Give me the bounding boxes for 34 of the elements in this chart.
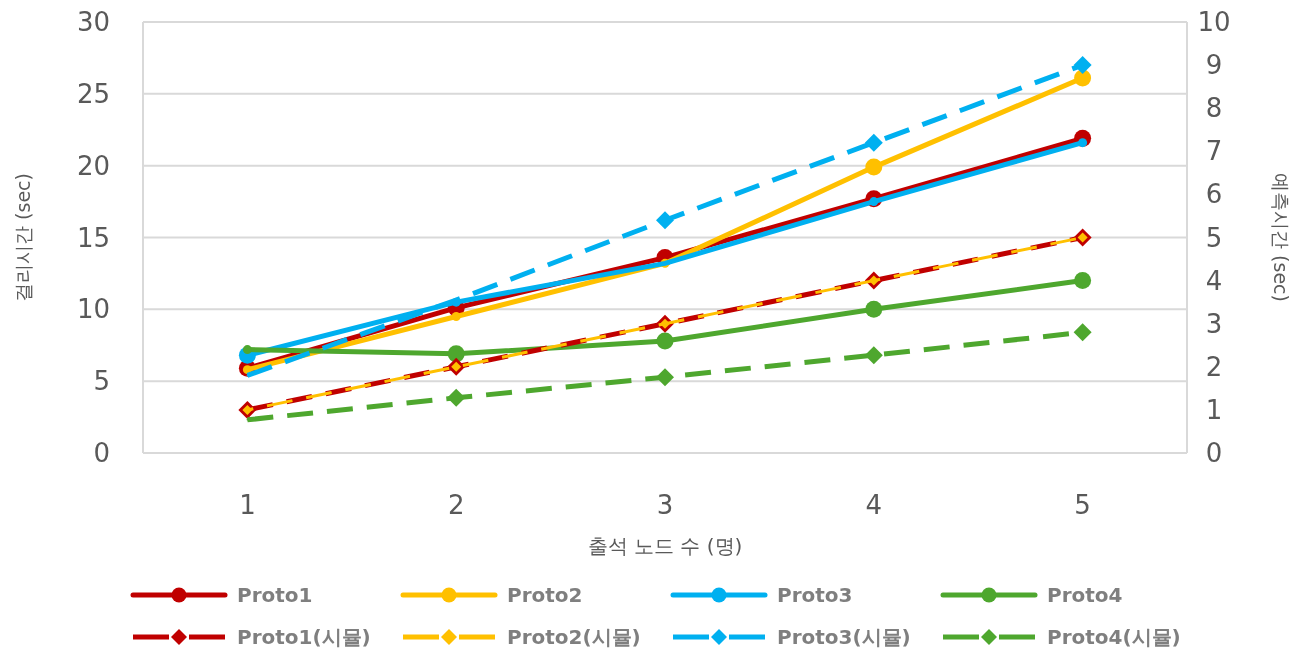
- y-tick-label: 10: [76, 294, 110, 325]
- legend-label: Proto1: [237, 583, 313, 607]
- x-tick-label: 3: [656, 490, 674, 520]
- y2-tick-label: 7: [1205, 136, 1223, 167]
- legend-label: Proto2(시뮬): [507, 625, 641, 649]
- y2-tick-label: 10: [1197, 7, 1231, 37]
- x-tick-label: 4: [865, 490, 883, 520]
- y-tick-label: 15: [76, 222, 110, 253]
- x-axis-title: 출석 노드 수 (명): [587, 534, 743, 558]
- y-tick-label: 25: [76, 78, 110, 109]
- x-tick-label: 1: [239, 490, 256, 520]
- y2-tick-label: 3: [1205, 308, 1223, 339]
- y-tick-label: 0: [93, 438, 110, 468]
- legend-label: Proto3: [777, 583, 853, 607]
- legend-label: Proto4(시뮬): [1047, 625, 1181, 649]
- legend-label: Proto4: [1047, 583, 1123, 607]
- legend-label: Proto1(시뮬): [237, 625, 371, 649]
- y-tick-label: 30: [76, 7, 110, 37]
- x-tick-label: 2: [447, 490, 465, 520]
- y2-tick-label: 2: [1205, 351, 1223, 382]
- y2-tick-label: 5: [1205, 222, 1223, 253]
- y2-tick-label: 6: [1205, 179, 1223, 210]
- y2-tick-label: 8: [1205, 93, 1223, 124]
- y-tick-label: 20: [76, 150, 110, 181]
- y2-tick-label: 9: [1205, 50, 1223, 81]
- y2-tick-label: 1: [1205, 394, 1223, 425]
- y-tick-label: 5: [93, 366, 110, 397]
- y2-tick-label: 0: [1205, 438, 1223, 468]
- y2-axis-title: 예측시간 (sec): [1270, 173, 1292, 302]
- y2-tick-label: 4: [1205, 265, 1223, 296]
- legend-label: Proto2: [507, 583, 583, 607]
- y-axis-title: 걸리시간 (sec): [12, 173, 34, 302]
- legend-label: Proto3(시뮬): [777, 625, 911, 649]
- x-tick-label: 5: [1074, 490, 1091, 520]
